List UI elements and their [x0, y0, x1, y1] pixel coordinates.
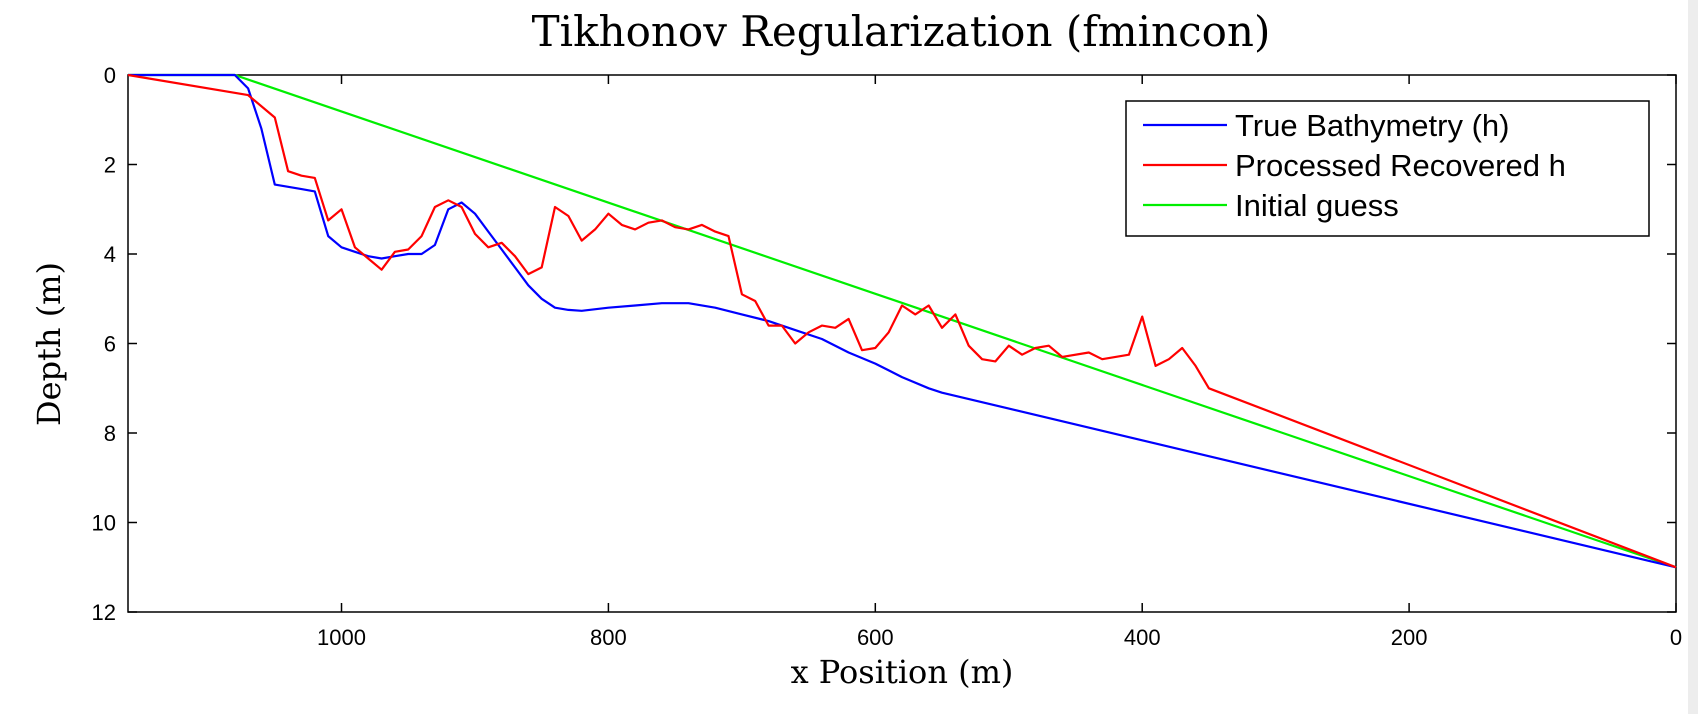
series-line-0 — [128, 73, 1677, 569]
legend-box — [1125, 100, 1650, 237]
axis-ticks: 1000 800 600 400 200 0 0 2 4 6 8 10 12 — [92, 63, 1683, 650]
window-edge — [1688, 0, 1698, 714]
x-tick-label: 200 — [1391, 625, 1428, 650]
legend-entry-2: Initial guess — [1235, 188, 1399, 223]
chart-title: Tikhonov Regularization (fmincon) — [532, 7, 1271, 56]
series-layer — [127, 73, 1677, 569]
legend-entry-1: Processed Recovered h — [1235, 148, 1566, 183]
y-tick-label: 2 — [104, 153, 116, 178]
y-tick-label: 8 — [104, 421, 116, 446]
x-tick-label: 600 — [857, 625, 894, 650]
y-axis-label: Depth (m) — [30, 262, 68, 426]
series-line-1 — [127, 73, 1677, 569]
x-tick-label: 0 — [1670, 625, 1682, 650]
y-tick-label: 0 — [104, 63, 116, 88]
x-tick-label: 1000 — [317, 625, 366, 650]
x-tick-label: 800 — [590, 625, 627, 650]
x-tick-label: 400 — [1124, 625, 1161, 650]
legend-entry-0: True Bathymetry (h) — [1235, 108, 1509, 143]
legend: True Bathymetry (h) Processed Recovered h… — [1125, 100, 1650, 237]
y-tick-label: 6 — [104, 332, 116, 357]
x-axis-label: x Position (m) — [791, 653, 1014, 691]
y-tick-label: 12 — [92, 600, 116, 625]
y-tick-label: 4 — [104, 242, 116, 267]
y-tick-label: 10 — [92, 511, 116, 536]
